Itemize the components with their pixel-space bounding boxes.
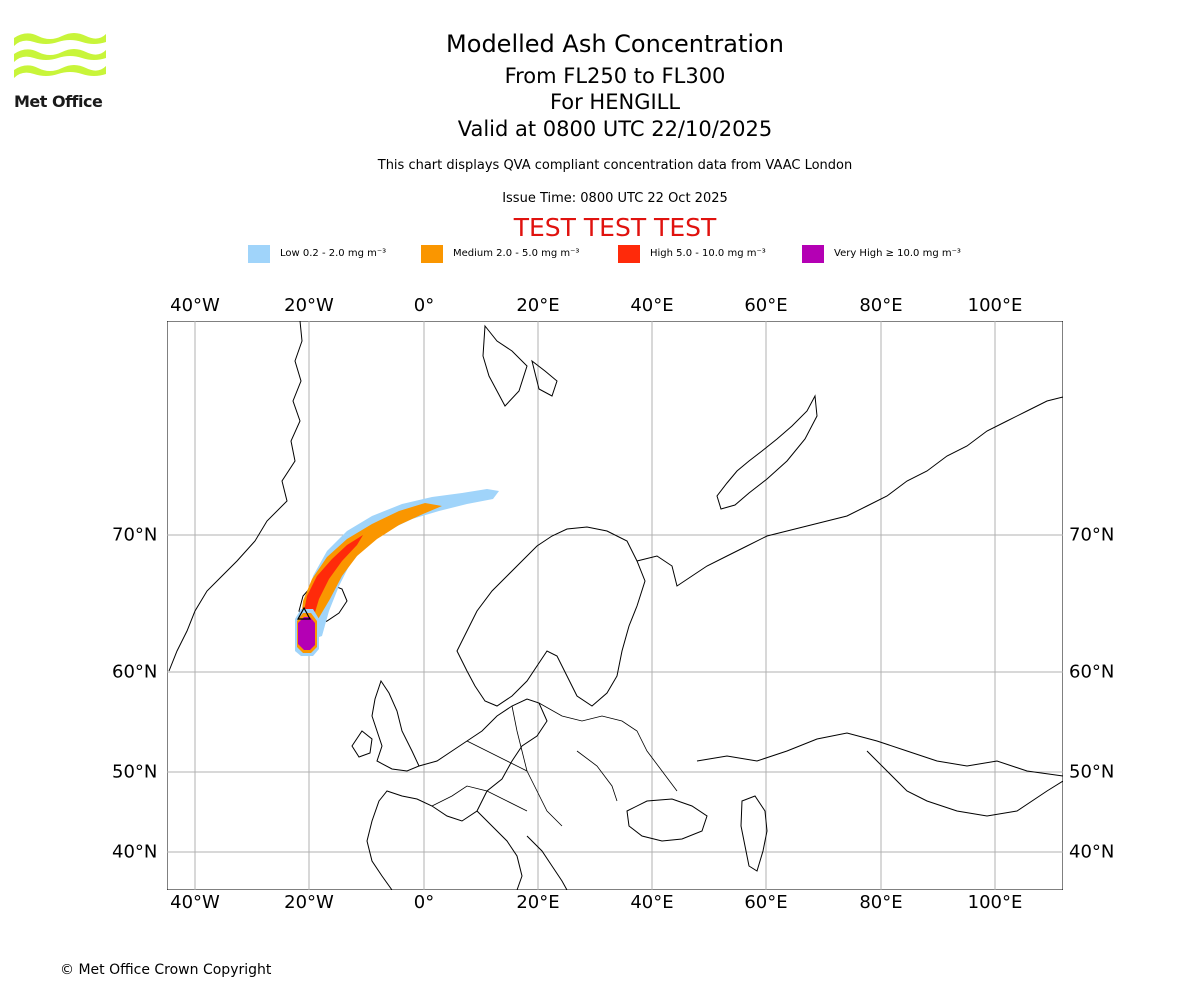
legend-swatch-medium — [421, 244, 443, 263]
lon-tick-top: 20°W — [284, 295, 334, 316]
copyright: © Met Office Crown Copyright — [60, 962, 272, 978]
lon-tick-top: 40°E — [630, 295, 674, 316]
lon-tick-bottom: 40°E — [630, 892, 674, 913]
lon-tick-bottom: 20°W — [284, 892, 334, 913]
legend-swatch-very-high — [802, 244, 824, 263]
logo-text: Met Office — [14, 92, 103, 111]
test-banner: TEST TEST TEST — [513, 213, 717, 242]
ash-high-region — [303, 535, 363, 619]
lon-tick-top: 60°E — [744, 295, 788, 316]
legend-swatch-high — [618, 244, 640, 263]
valid-time: Valid at 0800 UTC 22/10/2025 — [457, 117, 773, 141]
legend-label-low: Low 0.2 - 2.0 mg m⁻³ — [280, 248, 387, 259]
ash-very-high-region — [298, 617, 315, 650]
legend-item-medium: Medium 2.0 - 5.0 mg m⁻³ — [421, 244, 579, 263]
lat-tick-right: 40°N — [1069, 841, 1115, 863]
volcano-icon — [296, 606, 312, 620]
lon-tick-bottom: 40°W — [170, 892, 220, 913]
coastlines — [168, 321, 1063, 890]
lat-tick-right: 50°N — [1069, 761, 1115, 783]
lon-tick-bottom: 80°E — [859, 892, 903, 913]
legend-item-low: Low 0.2 - 2.0 mg m⁻³ — [248, 244, 386, 263]
flight-level: From FL250 to FL300 — [504, 64, 726, 88]
chart-title: Modelled Ash Concentration — [446, 30, 784, 58]
lat-tick-left: 60°N — [112, 661, 158, 683]
legend-item-very-high: Very High ≥ 10.0 mg m⁻³ — [802, 244, 961, 263]
legend-item-high: High 5.0 - 10.0 mg m⁻³ — [618, 244, 766, 263]
lon-tick-top: 100°E — [967, 295, 1023, 316]
volcano-name: For HENGILL — [549, 90, 681, 114]
lat-tick-right: 70°N — [1069, 524, 1115, 546]
lon-tick-top: 40°W — [170, 295, 220, 316]
legend-label-medium: Medium 2.0 - 5.0 mg m⁻³ — [453, 248, 580, 259]
issue-time: Issue Time: 0800 UTC 22 Oct 2025 — [502, 191, 728, 206]
lon-tick-bottom: 0° — [413, 892, 435, 913]
lat-tick-left: 40°N — [112, 841, 158, 863]
lon-tick-bottom: 60°E — [744, 892, 788, 913]
disclaimer-text: This chart displays QVA compliant concen… — [377, 158, 853, 173]
lat-tick-left: 50°N — [112, 761, 158, 783]
lon-tick-bottom: 20°E — [516, 892, 560, 913]
graticule — [167, 321, 1063, 890]
lon-tick-top: 20°E — [516, 295, 560, 316]
lon-tick-bottom: 100°E — [967, 892, 1023, 913]
met-office-logo-icon — [14, 33, 106, 78]
map-canvas[interactable] — [167, 321, 1063, 890]
legend-label-very-high: Very High ≥ 10.0 mg m⁻³ — [834, 248, 961, 259]
ash-plume — [295, 489, 499, 656]
lon-tick-top: 80°E — [859, 295, 903, 316]
legend-label-high: High 5.0 - 10.0 mg m⁻³ — [650, 248, 766, 259]
country-borders — [431, 702, 678, 827]
lat-tick-left: 70°N — [112, 524, 158, 546]
legend-swatch-low — [248, 244, 270, 263]
lat-tick-right: 60°N — [1069, 661, 1115, 683]
lon-tick-top: 0° — [413, 295, 435, 316]
map-frame — [167, 321, 1063, 890]
